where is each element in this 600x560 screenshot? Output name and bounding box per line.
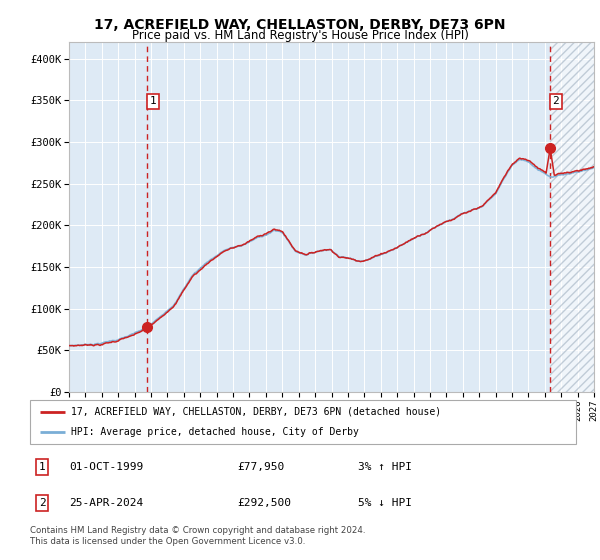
Text: 17, ACREFIELD WAY, CHELLASTON, DERBY, DE73 6PN: 17, ACREFIELD WAY, CHELLASTON, DERBY, DE… (94, 18, 506, 32)
Text: 5% ↓ HPI: 5% ↓ HPI (358, 498, 412, 508)
Text: 2: 2 (38, 498, 46, 508)
Text: HPI: Average price, detached house, City of Derby: HPI: Average price, detached house, City… (71, 427, 359, 437)
Text: 2: 2 (553, 96, 559, 106)
Text: 25-APR-2024: 25-APR-2024 (70, 498, 143, 508)
Text: £77,950: £77,950 (238, 462, 285, 472)
Bar (550, 42, 594, 392)
Text: Contains HM Land Registry data © Crown copyright and database right 2024.
This d: Contains HM Land Registry data © Crown c… (30, 526, 365, 546)
Text: 1: 1 (38, 462, 46, 472)
Text: 3% ↑ HPI: 3% ↑ HPI (358, 462, 412, 472)
Text: £292,500: £292,500 (238, 498, 292, 508)
Text: 1: 1 (149, 96, 156, 106)
Text: 17, ACREFIELD WAY, CHELLASTON, DERBY, DE73 6PN (detached house): 17, ACREFIELD WAY, CHELLASTON, DERBY, DE… (71, 407, 441, 417)
Text: 01-OCT-1999: 01-OCT-1999 (70, 462, 143, 472)
Text: Price paid vs. HM Land Registry's House Price Index (HPI): Price paid vs. HM Land Registry's House … (131, 29, 469, 42)
